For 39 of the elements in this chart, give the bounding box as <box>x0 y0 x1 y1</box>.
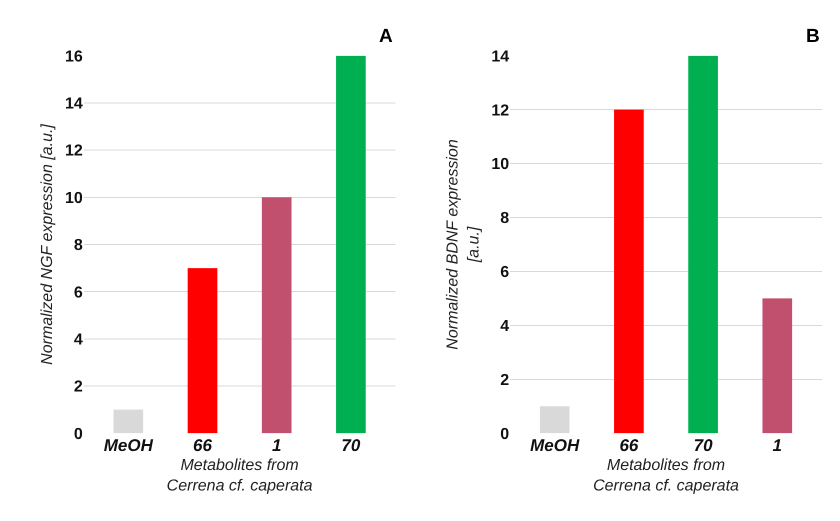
bar <box>540 406 570 434</box>
x-tick-label: 70 <box>341 436 361 456</box>
chart-title: A <box>379 26 393 47</box>
y-axis-title: Normalized BDNF expression [a.u.] <box>444 139 482 350</box>
y-tick-label: 2 <box>500 372 510 389</box>
y-tick-label: 12 <box>65 142 83 160</box>
y-tick-label: 14 <box>65 96 83 113</box>
y-tick-label: 8 <box>500 210 510 228</box>
bar <box>113 410 144 434</box>
bar <box>188 268 218 434</box>
y-tick-label: 12 <box>491 102 510 120</box>
y-tick-label: 6 <box>74 284 83 302</box>
y-tick-label: 10 <box>65 190 83 207</box>
bar <box>688 56 718 434</box>
x-tick-label: 1 <box>272 436 282 456</box>
y-tick-label: 6 <box>500 264 510 282</box>
x-tick-label: 66 <box>193 436 212 456</box>
y-tick-label: 0 <box>74 426 83 443</box>
y-tick-label: 16 <box>65 48 83 66</box>
y-tick-label: 10 <box>491 156 510 174</box>
bar <box>762 298 792 434</box>
y-tick-label: 2 <box>74 378 83 396</box>
x-tick-label: MeOH <box>104 436 154 456</box>
x-tick-label: MeOH <box>530 436 580 456</box>
y-tick-label: 8 <box>74 237 83 254</box>
y-tick-label: 4 <box>74 331 83 348</box>
x-tick-label: 66 <box>619 436 639 456</box>
bar <box>336 56 366 434</box>
y-tick-label: 4 <box>500 318 510 335</box>
chart-title: B <box>806 26 820 47</box>
y-tick-label: 0 <box>500 426 510 443</box>
x-tick-label: 70 <box>694 436 714 456</box>
y-tick-label: 14 <box>491 48 510 66</box>
y-axis-title: Normalized NGF expression [a.u.] <box>38 124 56 365</box>
bar <box>614 110 644 434</box>
x-axis-title: Metabolites from Cerrena cf. caperata <box>166 456 313 495</box>
x-axis-title: Metabolites from Cerrena cf. caperata <box>593 456 740 495</box>
x-tick-label: 1 <box>772 436 782 456</box>
bar <box>262 197 292 434</box>
